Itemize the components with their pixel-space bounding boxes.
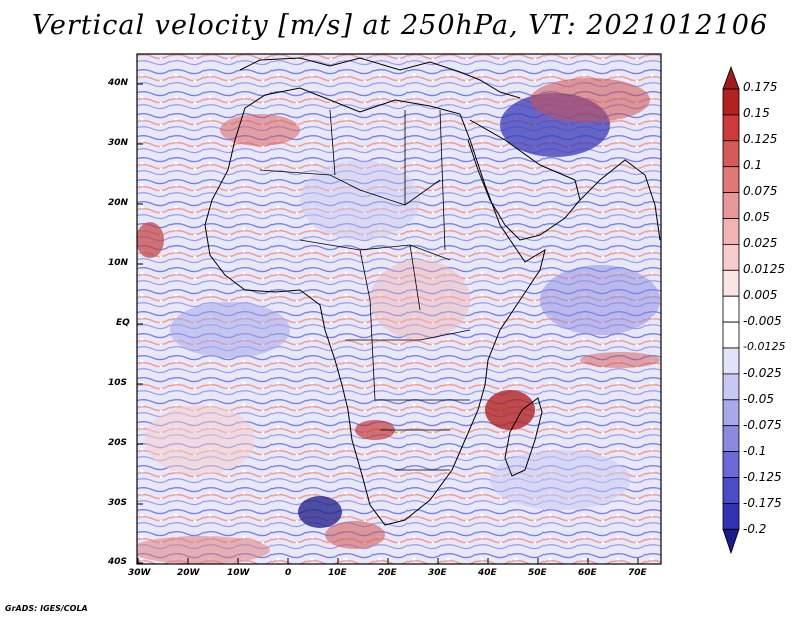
field-blob: [300, 160, 420, 240]
field-blob: [137, 536, 270, 564]
coastlines: [204, 57, 661, 526]
colorbar-label: -0.175: [743, 496, 782, 510]
lon-label: 40E: [478, 568, 497, 578]
lon-label: 10W: [227, 568, 250, 578]
lat-label: 20S: [108, 438, 128, 448]
colorbar-cell: [722, 373, 740, 401]
field-blob: [137, 222, 164, 258]
lon-label: 70E: [628, 568, 647, 578]
colorbar-cell: [722, 321, 740, 349]
lon-label: 30E: [428, 568, 447, 578]
colorbar-cell: [722, 502, 740, 530]
lat-label: 10S: [108, 378, 128, 388]
colorbar-label: -0.05: [743, 392, 775, 406]
field-blob: [355, 420, 395, 440]
field-blob: [220, 114, 300, 146]
colorbar-top-arrow: [722, 65, 740, 90]
colorbar-label: 0.175: [743, 80, 778, 94]
lat-ticks: [137, 83, 143, 564]
lon-label: 50E: [528, 568, 547, 578]
colorbar-cell: [722, 269, 740, 297]
country-borders: [259, 109, 471, 471]
colorbar-cell: [722, 477, 740, 504]
asia-coastline: [579, 159, 661, 241]
field-blob: [370, 260, 470, 340]
colorbar-label: -0.1: [743, 444, 767, 458]
field-blob: [145, 405, 255, 475]
colorbar-label: 0.025: [743, 236, 778, 250]
lon-label: 60E: [578, 568, 597, 578]
lat-label: 30S: [108, 498, 128, 508]
colorbar-label: -0.025: [743, 366, 782, 380]
colorbar-cell: [722, 140, 740, 168]
lon-label: 0: [285, 568, 292, 578]
colorbar-cell: [722, 243, 740, 271]
lat-label: 10N: [108, 258, 129, 268]
software-credit: GrADS: IGES/COLA: [5, 604, 88, 613]
colorbar-cell: [722, 192, 740, 219]
colorbar-label: 0.005: [743, 288, 778, 302]
colorbar-bottom-arrow: [722, 528, 740, 555]
lat-label: 40S: [108, 557, 128, 567]
colorbar-cell: [722, 295, 740, 323]
field-blob: [540, 265, 660, 335]
lat-label: 30N: [108, 138, 129, 148]
colorbar-cell: [722, 399, 740, 427]
colorbar-label: 0.15: [743, 106, 770, 120]
lon-label: 10E: [328, 568, 347, 578]
plot-frame: [136, 53, 662, 565]
field-blob: [490, 450, 630, 510]
lat-label: 40N: [108, 78, 129, 88]
lat-label: 20N: [108, 198, 129, 208]
colorbar-label: -0.005: [743, 314, 782, 328]
colorbar: [722, 65, 740, 555]
field-blob: [170, 302, 290, 358]
field-blob: [325, 521, 385, 549]
africa-coastline: [204, 87, 546, 526]
europe-coastline: [239, 57, 521, 99]
colorbar-cell: [722, 88, 740, 116]
lon-label: 20E: [378, 568, 397, 578]
colorbar-label: 0.1: [743, 158, 763, 172]
colorbar-cell: [722, 114, 740, 142]
colorbar-cell: [722, 425, 740, 453]
colorbar-label: 0.0125: [743, 262, 785, 276]
colorbar-label: -0.125: [743, 470, 782, 484]
arabia-coastline: [467, 119, 581, 241]
chart-title: Vertical velocity [m/s] at 250hPa, VT: 2…: [31, 10, 769, 41]
lon-ticks: [137, 558, 639, 564]
field-blob: [530, 78, 650, 122]
colorbar-cell: [722, 218, 740, 245]
vertical-velocity-field: [137, 78, 660, 564]
colorbar-cell: [722, 347, 740, 375]
colorbar-cell: [722, 166, 740, 193]
colorbar-label: -0.0125: [743, 340, 786, 353]
field-blob: [485, 390, 535, 430]
colorbar-label: -0.075: [743, 418, 782, 432]
lon-label: 20W: [177, 568, 200, 578]
colorbar-label: 0.125: [743, 132, 778, 146]
lat-label: EQ: [116, 318, 130, 328]
field-blob: [298, 496, 342, 528]
colorbar-cell: [722, 451, 740, 478]
colorbar-label: -0.2: [743, 522, 767, 536]
colorbar-label: 0.05: [743, 210, 770, 224]
lon-label: 30W: [128, 568, 151, 578]
colorbar-label: 0.075: [743, 184, 778, 198]
madagascar-coastline: [504, 397, 543, 477]
field-blob: [580, 352, 660, 368]
